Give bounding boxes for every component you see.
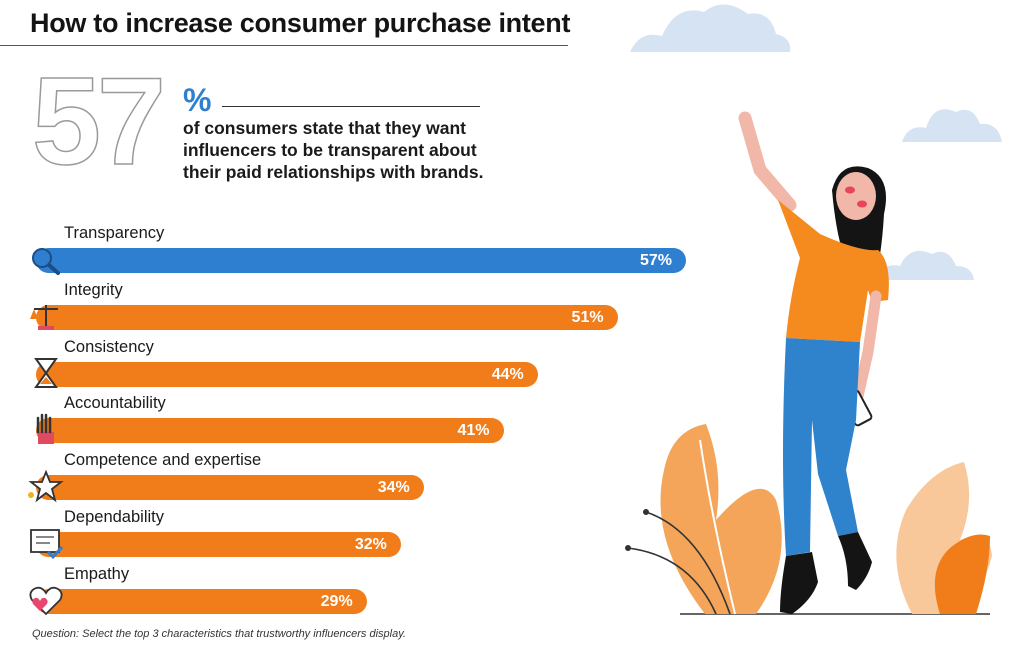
bar bbox=[36, 248, 686, 273]
category-label: Consistency bbox=[64, 337, 154, 356]
hourglass-icon bbox=[26, 356, 66, 390]
category-label: Integrity bbox=[64, 280, 123, 299]
footnote: Question: Select the top 3 characteristi… bbox=[32, 628, 406, 640]
plant-icon bbox=[934, 534, 990, 614]
heart-icon bbox=[26, 583, 66, 617]
headline-percent-sign: % bbox=[183, 82, 212, 118]
category-label: Dependability bbox=[64, 508, 164, 526]
category-label: Competence and expertise bbox=[64, 451, 262, 470]
category-label: Transparency bbox=[64, 224, 165, 242]
cloud-icon bbox=[902, 109, 1002, 142]
star-icon bbox=[26, 469, 66, 503]
woman-shoe bbox=[780, 552, 818, 614]
bar bbox=[36, 532, 401, 557]
checklist-icon bbox=[26, 526, 66, 560]
cloud-icon bbox=[630, 4, 791, 52]
bar-value-label: 41% bbox=[457, 422, 490, 440]
plant-icon bbox=[660, 424, 782, 614]
bar bbox=[36, 361, 538, 387]
bar-value-label: 34% bbox=[377, 479, 410, 497]
cloud-icon bbox=[876, 250, 974, 280]
woman-shoe bbox=[838, 532, 872, 590]
headline-divider bbox=[222, 106, 480, 107]
bar-value-label: 44% bbox=[491, 365, 524, 383]
bar bbox=[36, 475, 424, 501]
bar-value-label: 57% bbox=[639, 252, 672, 269]
bar bbox=[36, 588, 367, 614]
bar bbox=[36, 418, 504, 444]
magnifier-icon bbox=[26, 242, 66, 276]
bar-value-label: 29% bbox=[320, 592, 353, 610]
category-label: Empathy bbox=[64, 564, 130, 583]
bar-value-label: 51% bbox=[571, 308, 604, 326]
headline-number: 57 bbox=[31, 53, 166, 191]
title-divider bbox=[0, 45, 568, 46]
hand-icon bbox=[26, 412, 66, 446]
bar-value-label: 32% bbox=[354, 536, 387, 553]
woman-jeans bbox=[783, 338, 860, 556]
page-title: How to increase consumer purchase intent bbox=[30, 8, 571, 38]
category-label: Accountability bbox=[64, 394, 166, 413]
woman-shirt bbox=[778, 200, 889, 342]
headline-text: of consumers state that they want influe… bbox=[183, 118, 484, 182]
bar bbox=[36, 304, 618, 330]
scales-icon bbox=[26, 299, 66, 333]
